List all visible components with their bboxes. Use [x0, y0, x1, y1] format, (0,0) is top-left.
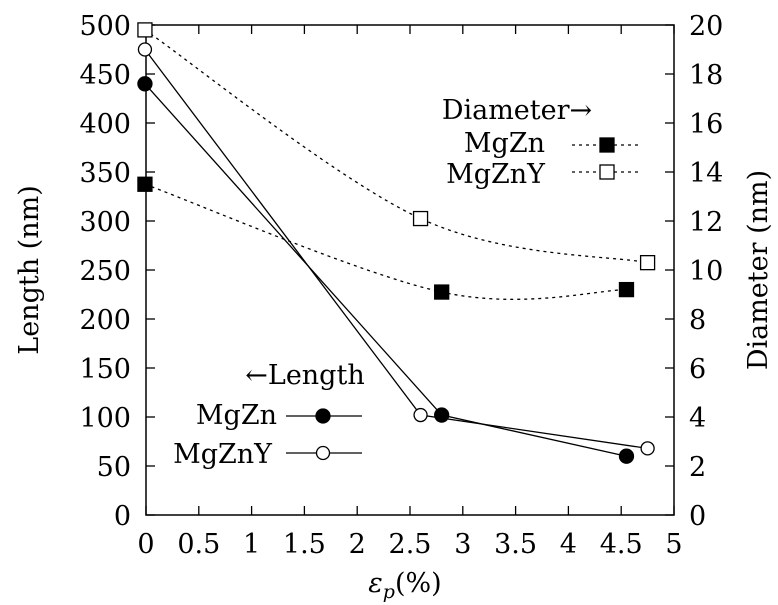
x-tick-label: 0 — [137, 529, 154, 560]
y-left-tick-label: 450 — [79, 60, 131, 91]
y-left-tick-label: 500 — [79, 11, 131, 42]
x-tick-label: 4 — [560, 529, 577, 560]
length-mgzny-point — [640, 441, 655, 456]
x-tick-label: 3.5 — [494, 529, 537, 560]
legend-diameter-mgzny-marker — [599, 164, 615, 180]
diameter-mgzny-point — [412, 210, 429, 227]
length-mgzny-point — [413, 407, 428, 423]
diameter-mgzn-point — [137, 176, 153, 192]
diameter-mgzn-point — [434, 284, 450, 300]
y-left-tick-label: 50 — [97, 452, 131, 483]
x-tick-label: 0.5 — [177, 529, 220, 560]
legend-length-mgzn-label: MgZn — [196, 400, 277, 431]
diameter-mgzny-line — [144, 29, 648, 264]
y-left-tick-label: 150 — [79, 354, 131, 385]
diameter-mgzn-point — [618, 281, 635, 298]
legend-diameter-title: Diameter→ — [442, 95, 592, 126]
y-right-tick-label: 12 — [689, 207, 723, 238]
diameter-mgzn-line — [144, 183, 627, 300]
y-left-tick-label: 350 — [79, 158, 131, 189]
x-tick-label: 2 — [349, 529, 366, 560]
y-right-tick-label: 18 — [689, 60, 723, 91]
legend-length-mgzn: MgZn — [196, 400, 362, 431]
legend-diameter-mgzn: MgZn — [464, 128, 642, 159]
y-left-tick-label: 0 — [114, 501, 131, 532]
y-right-axis-ticks: 0 2 4 6 8 10 12 14 16 18 20 — [665, 11, 723, 532]
diameter-mgzny-point — [639, 254, 656, 271]
legend-diameter-mgzn-marker — [599, 137, 615, 153]
x-tick-label: 2.5 — [389, 529, 432, 560]
y-right-tick-label: 16 — [689, 109, 723, 140]
y-right-tick-label: 8 — [689, 305, 706, 336]
legend-length-mgzny-label: MgZnY — [173, 439, 273, 470]
x-tick-label: 5 — [665, 529, 682, 560]
y-left-tick-label: 400 — [79, 109, 131, 140]
y-right-tick-label: 4 — [689, 403, 706, 434]
x-tick-label: 1 — [243, 529, 260, 560]
x-tick-label: 4.5 — [600, 529, 643, 560]
y-left-tick-label: 300 — [79, 207, 131, 238]
y-right-axis-title: Diameter (nm) — [743, 170, 774, 370]
y-right-tick-label: 0 — [689, 501, 706, 532]
length-mgzn-point — [434, 407, 450, 423]
x-tick-label: 3 — [454, 529, 471, 560]
y-right-tick-label: 20 — [689, 11, 723, 42]
x-axis-title: εp(%) — [368, 568, 441, 603]
series-lines — [144, 29, 648, 457]
legend-length-title: ←Length — [245, 360, 364, 391]
diameter-mgzny-point — [137, 22, 153, 38]
series-markers — [137, 22, 656, 464]
y-right-tick-label: 10 — [689, 256, 723, 287]
length-mgzny-point — [137, 42, 153, 57]
length-mgzn-point — [137, 76, 153, 92]
y-right-tick-label: 14 — [689, 158, 723, 189]
legend-length-mgzn-marker — [315, 408, 331, 424]
y-right-tick-label: 6 — [689, 354, 706, 385]
y-left-tick-label: 250 — [79, 256, 131, 287]
x-axis-ticks: 0 0.5 1 1.5 2 2.5 3 3.5 4 4.5 5 — [137, 25, 683, 560]
x-tick-label: 1.5 — [283, 529, 326, 560]
legend-diameter-mgzn-label: MgZn — [464, 128, 545, 159]
legend-length-mgzny: MgZnY — [173, 439, 362, 470]
y-right-tick-label: 2 — [689, 452, 706, 483]
y-left-axis-ticks: 0 50 100 150 200 250 300 350 400 450 500 — [79, 11, 155, 532]
y-left-tick-label: 200 — [79, 305, 131, 336]
legend-diameter-mgzny: MgZnY — [446, 159, 642, 190]
legend-diameter-mgzny-label: MgZnY — [446, 159, 546, 190]
length-mgzn-point — [618, 448, 635, 464]
legend-length-mgzny-marker — [315, 445, 331, 461]
y-left-axis-title: Length (nm) — [14, 185, 45, 354]
y-left-tick-label: 100 — [79, 403, 131, 434]
